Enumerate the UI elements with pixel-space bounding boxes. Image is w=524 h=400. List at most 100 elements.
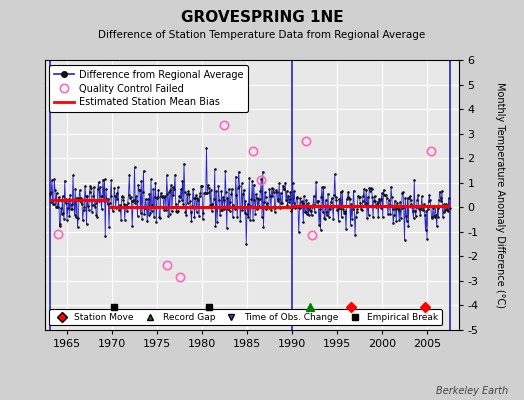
- Point: [146, 210, 155, 216]
- Point: [173, 209, 181, 216]
- Point: [137, 178, 146, 185]
- Point: [363, 215, 371, 221]
- Point: [395, 216, 403, 223]
- Point: [317, 193, 325, 200]
- Point: [414, 192, 422, 198]
- Point: [112, 204, 120, 211]
- Point: [118, 194, 127, 200]
- Point: [79, 207, 88, 213]
- Point: [220, 196, 228, 203]
- Point: [209, 200, 217, 207]
- Point: [297, 202, 305, 209]
- Point: [162, 172, 171, 178]
- Point: [187, 209, 195, 215]
- Point: [200, 190, 209, 197]
- Point: [370, 193, 379, 199]
- Point: [362, 200, 370, 206]
- Point: [108, 208, 117, 214]
- Point: [356, 200, 365, 207]
- Point: [303, 200, 312, 206]
- Point: [270, 208, 279, 215]
- Point: [394, 204, 402, 211]
- Point: [352, 209, 361, 216]
- Point: [375, 195, 383, 202]
- Point: [355, 194, 364, 200]
- Point: [376, 204, 385, 211]
- Point: [416, 212, 424, 218]
- Point: [256, 196, 264, 202]
- Point: [313, 198, 322, 204]
- Point: [236, 218, 244, 224]
- Point: [396, 199, 404, 206]
- Point: [353, 205, 362, 212]
- Point: [51, 204, 60, 210]
- Point: [185, 191, 193, 197]
- Point: [231, 206, 239, 212]
- Point: [237, 204, 245, 210]
- Point: [403, 195, 412, 201]
- Point: [244, 214, 253, 220]
- Point: [386, 210, 395, 217]
- Point: [281, 180, 289, 186]
- Point: [276, 205, 284, 212]
- Point: [178, 178, 187, 184]
- Point: [202, 190, 210, 197]
- Point: [138, 216, 146, 222]
- Point: [352, 214, 360, 220]
- Point: [397, 215, 405, 221]
- Point: [254, 196, 263, 203]
- Point: [240, 187, 248, 193]
- Point: [69, 172, 77, 178]
- Point: [277, 200, 286, 206]
- Point: [369, 197, 378, 204]
- Point: [203, 190, 212, 196]
- Point: [243, 211, 251, 218]
- Point: [85, 189, 94, 195]
- Point: [165, 188, 173, 195]
- Point: [47, 188, 56, 195]
- Point: [94, 186, 102, 193]
- Point: [46, 190, 54, 197]
- Point: [385, 197, 393, 204]
- Point: [61, 200, 70, 207]
- Point: [99, 176, 107, 183]
- Point: [151, 180, 160, 186]
- Point: [170, 186, 179, 192]
- Point: [354, 192, 362, 199]
- Point: [92, 212, 101, 218]
- Point: [435, 188, 444, 195]
- Point: [428, 215, 436, 221]
- Text: Berkeley Earth: Berkeley Earth: [436, 386, 508, 396]
- Point: [96, 184, 104, 190]
- Point: [102, 186, 110, 192]
- Point: [311, 202, 320, 209]
- Point: [350, 202, 358, 209]
- Point: [157, 193, 166, 200]
- Point: [265, 186, 274, 192]
- Point: [201, 190, 209, 197]
- Point: [269, 186, 277, 193]
- Y-axis label: Monthly Temperature Anomaly Difference (°C): Monthly Temperature Anomaly Difference (…: [495, 82, 505, 308]
- Point: [397, 205, 406, 212]
- Point: [381, 192, 390, 198]
- Point: [84, 206, 93, 213]
- Point: [136, 210, 145, 216]
- Point: [154, 187, 162, 193]
- Point: [383, 203, 391, 209]
- Point: [73, 224, 82, 230]
- Point: [373, 201, 381, 208]
- Point: [383, 195, 391, 201]
- Point: [98, 192, 106, 199]
- Point: [97, 206, 106, 212]
- Point: [105, 200, 114, 206]
- Point: [337, 214, 346, 221]
- Point: [391, 206, 400, 212]
- Point: [114, 184, 122, 190]
- Point: [294, 229, 303, 235]
- Point: [199, 216, 207, 222]
- Point: [258, 214, 266, 220]
- Point: [372, 204, 380, 210]
- Point: [278, 200, 287, 206]
- Point: [100, 198, 108, 204]
- Point: [364, 194, 372, 200]
